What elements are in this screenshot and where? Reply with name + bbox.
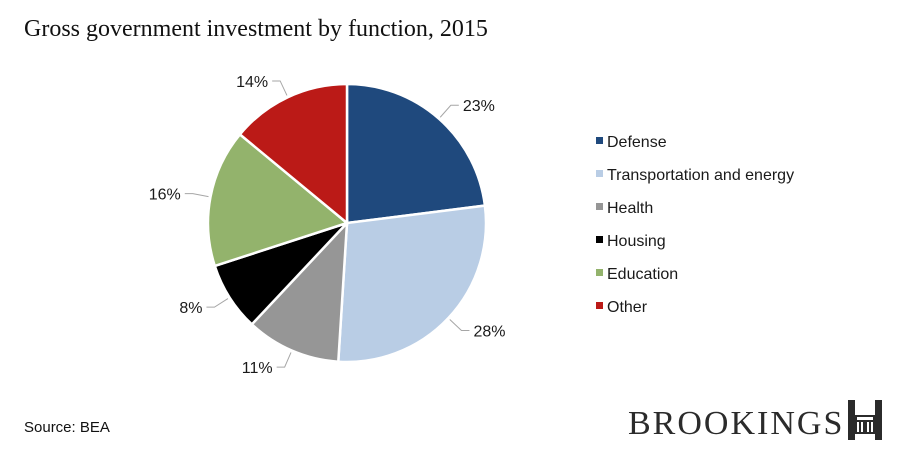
legend-swatch-housing <box>596 236 603 243</box>
leader-line-defense <box>439 104 459 118</box>
brookings-building-icon <box>848 400 883 440</box>
leader-line-health <box>276 352 292 368</box>
leader-line-other <box>272 80 288 96</box>
leader-line-education <box>184 193 209 198</box>
source-note: Source: BEA <box>24 419 110 436</box>
legend-swatch-education <box>596 269 603 276</box>
brand-wordmark: BROOKINGS <box>628 405 845 442</box>
chart-title: Gross government investment by function,… <box>24 16 488 42</box>
legend-label-housing: Housing <box>607 233 666 250</box>
brookings-logo: BROOKINGS <box>628 400 883 442</box>
legend-label-defense: Defense <box>607 134 667 151</box>
pie-slice-defense <box>345 82 487 225</box>
percent-label-health: 11% <box>242 360 273 377</box>
legend-label-other: Other <box>607 299 648 316</box>
leader-line-transportation-and-energy <box>449 319 470 331</box>
legend: Defense Transportation and energy Health Ho… <box>596 134 794 316</box>
pie-slice-health <box>250 219 349 364</box>
pie-slices <box>206 82 488 364</box>
pie-slice-transportation-and-energy <box>336 204 488 364</box>
legend-swatch-other <box>596 302 603 309</box>
legend-label-transportation-and-energy: Transportation and energy <box>607 167 794 184</box>
percent-label-other: 14% <box>236 74 268 91</box>
legend-label-education: Education <box>607 266 678 283</box>
pie-slice-education <box>206 132 350 268</box>
percent-label-housing: 8% <box>179 300 202 317</box>
legend-swatch-defense <box>596 137 603 144</box>
label-leader-lines <box>184 80 470 368</box>
leader-line-housing <box>206 298 229 308</box>
pie-slice-other <box>238 82 349 226</box>
legend-label-health: Health <box>607 200 653 217</box>
percent-label-education: 16% <box>149 187 181 204</box>
percent-label-transportation-and-energy: 28% <box>473 323 505 340</box>
percent-label-defense: 23% <box>463 98 495 115</box>
legend-swatch-transportation-and-energy <box>596 170 603 177</box>
pie-percent-labels: 23% 28% 11% 8% 16% 14% <box>149 74 506 377</box>
legend-swatch-health <box>596 203 603 210</box>
